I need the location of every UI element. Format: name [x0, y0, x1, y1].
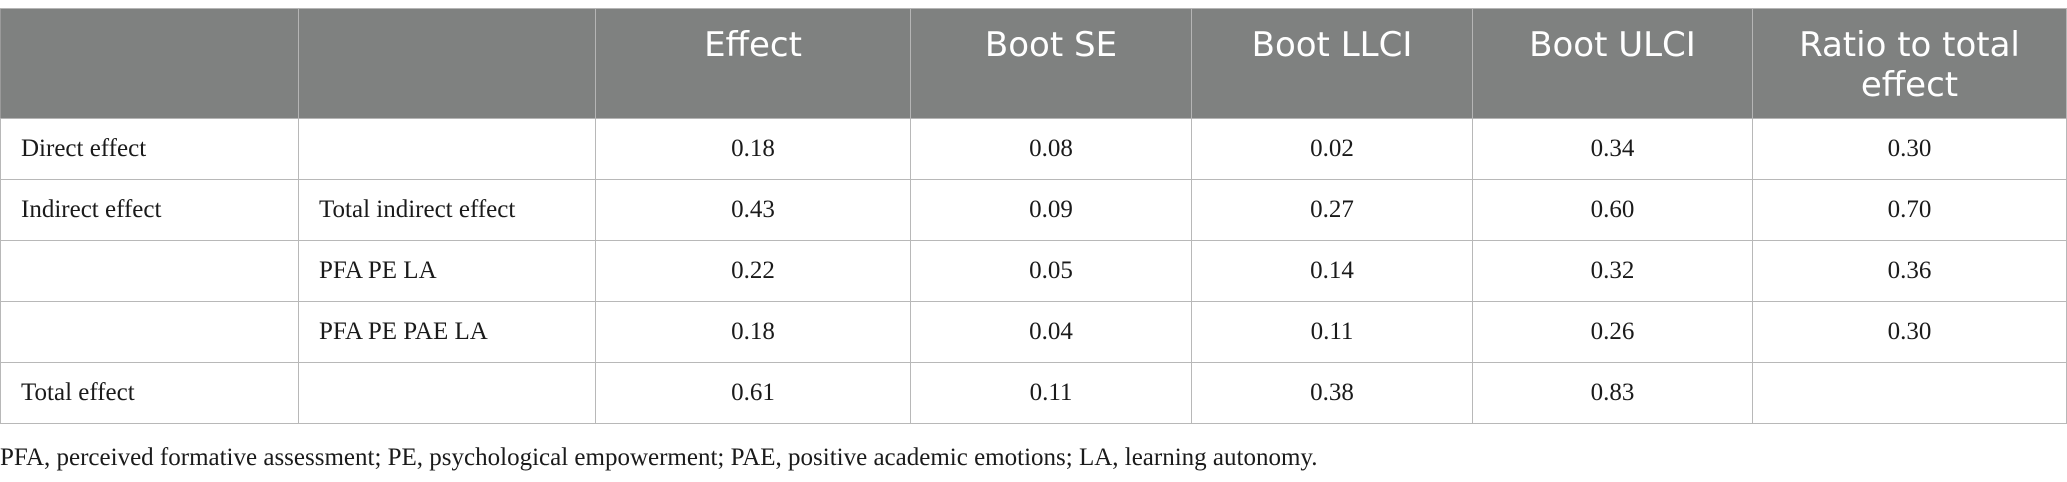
cell-effect: 0.18: [595, 301, 911, 363]
mediation-effects-table: Effect Boot SE Boot LLCI Boot ULCI Ratio…: [0, 8, 2067, 424]
header-cell-boot-se: Boot SE: [910, 8, 1192, 119]
table-row: Direct effect 0.18 0.08 0.02 0.34 0.30: [0, 118, 2067, 180]
cell-boot-ulci: 0.60: [1472, 179, 1753, 241]
cell-boot-llci: 0.27: [1191, 179, 1473, 241]
cell-boot-ulci: 0.34: [1472, 118, 1753, 180]
cell-effect: 0.61: [595, 362, 911, 424]
header-cell-boot-llci: Boot LLCI: [1191, 8, 1473, 119]
header-cell-effect-type: [0, 8, 299, 119]
cell-ratio: [1752, 362, 2067, 424]
header-cell-path: [298, 8, 596, 119]
table-header: Effect Boot SE Boot LLCI Boot ULCI Ratio…: [0, 8, 2067, 119]
cell-effect: 0.22: [595, 240, 911, 302]
mediation-table-container: Effect Boot SE Boot LLCI Boot ULCI Ratio…: [0, 8, 2067, 424]
cell-path: PFA PE LA: [298, 240, 596, 302]
cell-boot-llci: 0.11: [1191, 301, 1473, 363]
header-cell-effect: Effect: [595, 8, 911, 119]
table-row: Total effect 0.61 0.11 0.38 0.83: [0, 362, 2067, 424]
cell-boot-llci: 0.02: [1191, 118, 1473, 180]
cell-path: Total indirect effect: [298, 179, 596, 241]
cell-boot-se: 0.04: [910, 301, 1192, 363]
cell-effect-type: Direct effect: [0, 118, 299, 180]
cell-ratio: 0.30: [1752, 301, 2067, 363]
cell-effect-type: [0, 240, 299, 302]
table-footnote: PFA, perceived formative assessment; PE,…: [0, 444, 1318, 471]
cell-boot-se: 0.11: [910, 362, 1192, 424]
cell-ratio: 0.36: [1752, 240, 2067, 302]
table-body: Direct effect 0.18 0.08 0.02 0.34 0.30 I…: [0, 118, 2067, 424]
header-cell-ratio: Ratio to total effect: [1752, 8, 2067, 119]
cell-effect-type: [0, 301, 299, 363]
cell-boot-ulci: 0.26: [1472, 301, 1753, 363]
cell-boot-se: 0.08: [910, 118, 1192, 180]
cell-path: [298, 362, 596, 424]
cell-effect: 0.43: [595, 179, 911, 241]
cell-path: PFA PE PAE LA: [298, 301, 596, 363]
cell-effect-type: Total effect: [0, 362, 299, 424]
table-row: Indirect effect Total indirect effect 0.…: [0, 179, 2067, 241]
header-cell-boot-ulci: Boot ULCI: [1472, 8, 1753, 119]
cell-effect-type: Indirect effect: [0, 179, 299, 241]
cell-ratio: 0.70: [1752, 179, 2067, 241]
cell-boot-llci: 0.38: [1191, 362, 1473, 424]
cell-boot-llci: 0.14: [1191, 240, 1473, 302]
cell-boot-se: 0.05: [910, 240, 1192, 302]
table-row: PFA PE PAE LA 0.18 0.04 0.11 0.26 0.30: [0, 301, 2067, 363]
cell-path: [298, 118, 596, 180]
cell-ratio: 0.30: [1752, 118, 2067, 180]
cell-boot-ulci: 0.83: [1472, 362, 1753, 424]
header-row: Effect Boot SE Boot LLCI Boot ULCI Ratio…: [0, 8, 2067, 119]
cell-boot-se: 0.09: [910, 179, 1192, 241]
table-row: PFA PE LA 0.22 0.05 0.14 0.32 0.36: [0, 240, 2067, 302]
cell-boot-ulci: 0.32: [1472, 240, 1753, 302]
cell-effect: 0.18: [595, 118, 911, 180]
